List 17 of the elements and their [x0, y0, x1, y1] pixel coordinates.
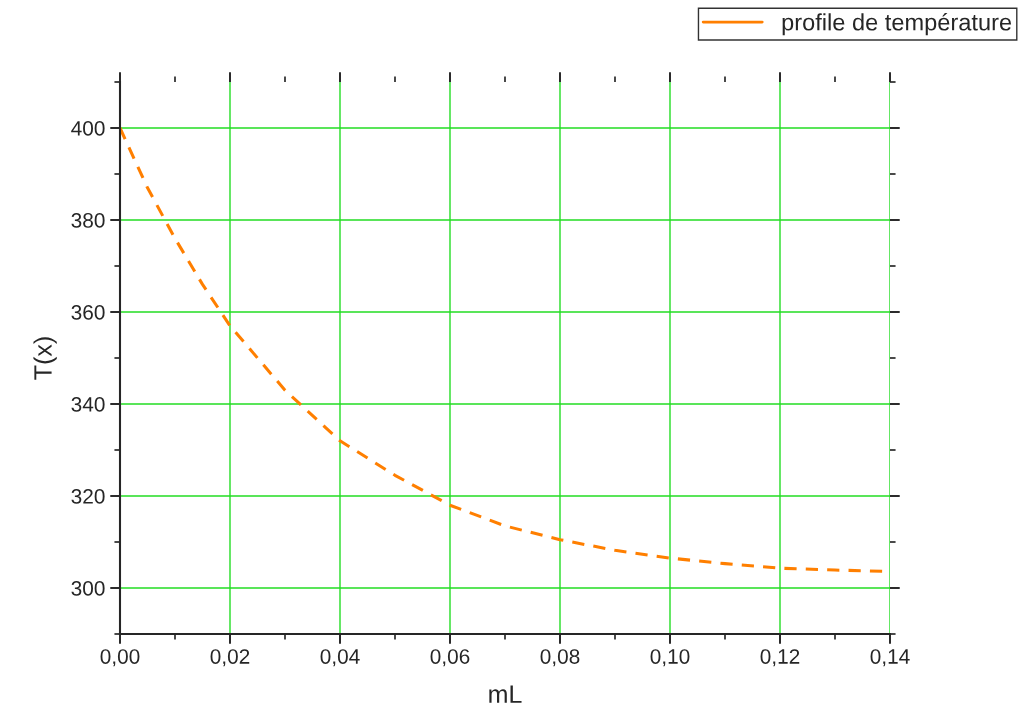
y-tick-label: 400: [71, 121, 105, 136]
y-tick-label: 300: [71, 581, 105, 596]
x-tick-label: 0,02: [210, 649, 250, 667]
x-tick-label: 0,06: [430, 649, 470, 667]
y-tick-label: 360: [71, 305, 105, 320]
y-tick-label: 340: [71, 397, 105, 412]
x-tick-label: 0,04: [320, 649, 360, 667]
y-tick-label: 380: [71, 213, 105, 228]
y-axis-title: T(x): [33, 337, 57, 380]
x-tick-label: 0,12: [760, 649, 800, 667]
x-axis-title: mL: [489, 685, 522, 703]
x-tick-label: 0,14: [870, 649, 910, 667]
y-tick-label: 320: [71, 489, 105, 504]
x-tick-label: 0,00: [100, 649, 140, 667]
legend-label: profile de température: [782, 12, 1012, 36]
x-tick-label: 0,08: [540, 649, 580, 667]
x-tick-label: 0,10: [650, 649, 690, 667]
